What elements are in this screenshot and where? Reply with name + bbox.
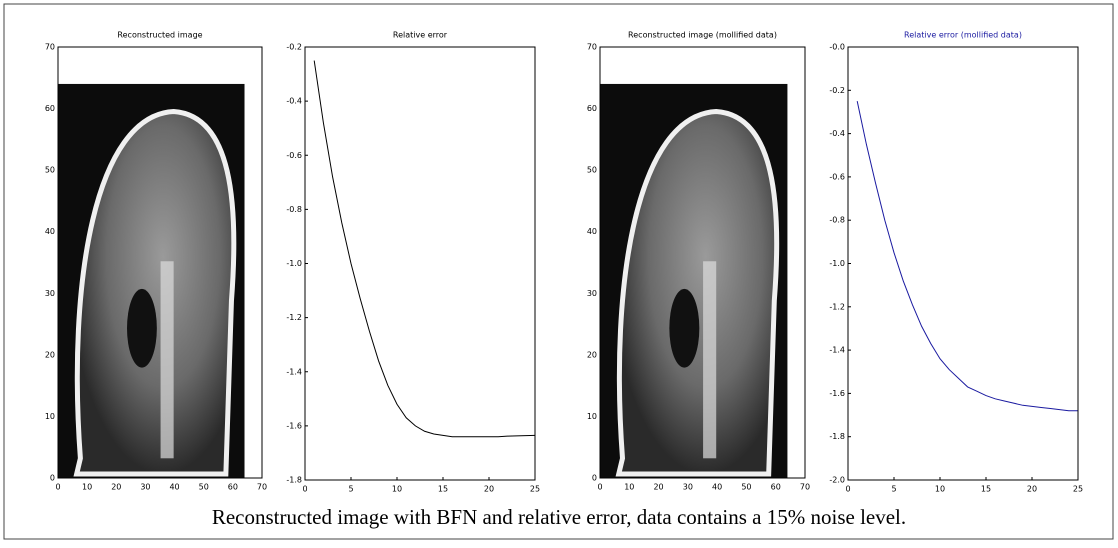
y-tick-label: 10 [45, 412, 55, 421]
x-tick-label: 0 [302, 485, 307, 494]
y-tick-label: 20 [45, 350, 55, 359]
y-tick-label: -1.0 [286, 259, 302, 268]
panel-title: Reconstructed image [117, 31, 202, 40]
x-tick-label: 10 [82, 483, 92, 492]
y-tick-label: -0.2 [829, 86, 845, 95]
y-tick-label: 60 [45, 104, 55, 113]
image-detail [160, 261, 174, 459]
line [313, 60, 536, 438]
y-tick-label: 30 [587, 289, 597, 298]
x-tick-label: 30 [683, 483, 693, 492]
y-tick-label: 70 [587, 43, 597, 52]
y-tick-label: -0.6 [829, 172, 845, 181]
y-tick-label: -0.0 [829, 43, 845, 52]
y-tick-label: -1.6 [286, 421, 302, 430]
x-tick-label: 10 [624, 483, 634, 492]
y-tick-label: 50 [45, 166, 55, 175]
x-tick-label: 10 [392, 485, 402, 494]
x-tick-label: 50 [741, 483, 751, 492]
x-tick-label: 0 [597, 483, 602, 492]
x-tick-label: 15 [438, 485, 448, 494]
x-tick-label: 20 [111, 483, 121, 492]
y-tick-label: -0.6 [286, 151, 302, 160]
y-tick-label: -2.0 [829, 476, 845, 485]
axes-frame [599, 46, 806, 479]
y-tick-label: 0 [592, 474, 597, 483]
x-tick-label: 0 [55, 483, 60, 492]
y-tick-label: -1.4 [829, 346, 845, 355]
x-tick-label: 20 [484, 485, 494, 494]
image-detail [127, 288, 157, 368]
y-tick-label: 50 [587, 166, 597, 175]
y-tick-label: 20 [587, 350, 597, 359]
axes-frame [57, 46, 263, 479]
x-tick-label: 70 [257, 483, 267, 492]
x-tick-label: 0 [845, 485, 850, 494]
x-tick-label: 30 [140, 483, 150, 492]
y-tick-label: 40 [45, 227, 55, 236]
y-tick-label: 10 [587, 412, 597, 421]
y-tick-label: -0.4 [829, 129, 845, 138]
y-tick-label: -1.4 [286, 367, 302, 376]
image-head [73, 109, 237, 477]
x-tick-label: 50 [199, 483, 209, 492]
x-tick-label: 40 [712, 483, 722, 492]
image-detail [669, 288, 700, 368]
image-detail [703, 261, 717, 459]
x-tick-label: 25 [1073, 485, 1083, 494]
caption: Reconstructed image with BFN and relativ… [212, 505, 906, 529]
y-tick-label: -0.2 [286, 43, 302, 52]
y-tick-label: -1.0 [829, 259, 845, 268]
y-tick-label: 70 [45, 43, 55, 52]
y-tick-label: 60 [587, 104, 597, 113]
axes-frame [847, 46, 1079, 481]
y-tick-label: -0.4 [286, 97, 302, 106]
x-tick-label: 5 [891, 485, 896, 494]
x-tick-label: 60 [228, 483, 238, 492]
x-tick-label: 20 [653, 483, 663, 492]
x-tick-label: 60 [771, 483, 781, 492]
y-tick-label: -1.8 [286, 476, 302, 485]
axes-frame [304, 46, 536, 481]
x-tick-label: 40 [169, 483, 179, 492]
image-head [615, 109, 780, 477]
x-tick-label: 20 [1027, 485, 1037, 494]
x-tick-label: 70 [800, 483, 810, 492]
x-tick-label: 10 [935, 485, 945, 494]
line [856, 101, 1078, 412]
panel-title: Reconstructed image (mollified data) [628, 31, 777, 40]
y-tick-label: 40 [587, 227, 597, 236]
y-tick-label: -1.6 [829, 389, 845, 398]
y-tick-label: 0 [50, 474, 55, 483]
y-tick-label: -1.8 [829, 432, 845, 441]
panel-title: Relative error (mollified data) [904, 31, 1022, 40]
y-tick-label: -1.2 [829, 302, 845, 311]
panel-title: Relative error [393, 31, 448, 40]
y-tick-label: -0.8 [829, 216, 845, 225]
x-tick-label: 25 [530, 485, 540, 494]
y-tick-label: -1.2 [286, 313, 302, 322]
y-tick-label: 30 [45, 289, 55, 298]
y-tick-label: -0.8 [286, 205, 302, 214]
x-tick-label: 15 [981, 485, 991, 494]
x-tick-label: 5 [348, 485, 353, 494]
figure-border [3, 3, 1114, 540]
